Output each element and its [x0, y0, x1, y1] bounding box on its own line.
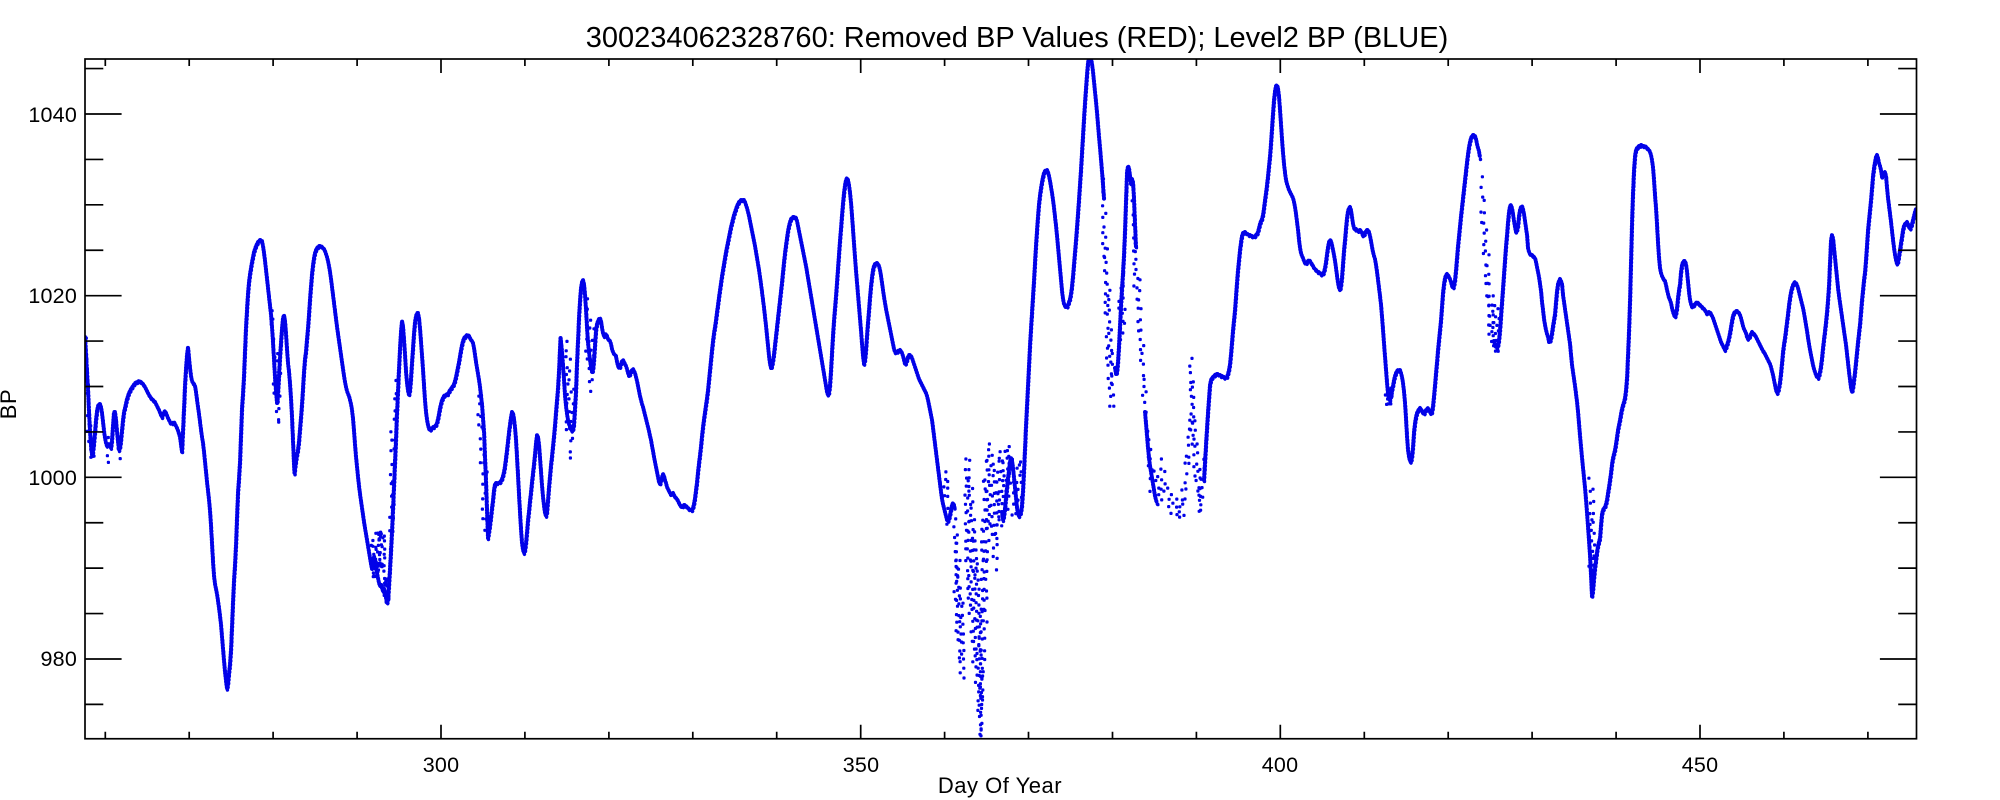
svg-text:BP: BP: [0, 389, 21, 419]
svg-text:450: 450: [1682, 753, 1718, 777]
svg-text:350: 350: [843, 753, 879, 777]
svg-text:980: 980: [41, 647, 77, 671]
svg-text:1040: 1040: [28, 103, 77, 127]
svg-text:300: 300: [423, 753, 459, 777]
svg-text:Day Of Year: Day Of Year: [938, 773, 1062, 798]
svg-text:400: 400: [1262, 753, 1298, 777]
svg-text:1000: 1000: [28, 466, 77, 490]
svg-text:1020: 1020: [28, 284, 77, 308]
svg-text:300234062328760: Removed BP Va: 300234062328760: Removed BP Values (RED)…: [586, 22, 1448, 54]
